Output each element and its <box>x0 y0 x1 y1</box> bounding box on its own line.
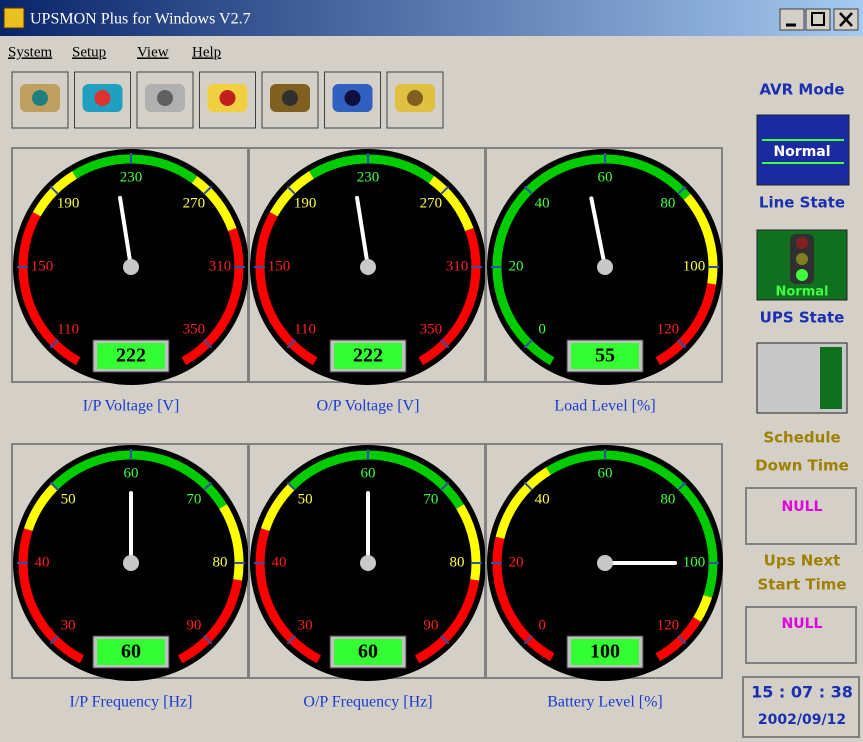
gauge-tick-label: 40 <box>535 492 550 508</box>
gauge-label: O/P Voltage [V] <box>317 398 420 415</box>
gauge-tick-label: 110 <box>57 321 79 337</box>
gauge-hub <box>123 259 139 275</box>
menu-item[interactable]: Help <box>192 44 221 60</box>
toolbar-icon <box>95 90 111 106</box>
gauge-tick-label: 270 <box>183 196 206 212</box>
gauge-label: Battery Level [%] <box>547 694 663 711</box>
status-label: NULL <box>782 616 823 632</box>
gauge-label: I/P Frequency [Hz] <box>70 694 193 711</box>
minimize-button[interactable] <box>780 9 804 30</box>
traffic-light-lamp <box>796 253 808 265</box>
gauge-tick-label: 80 <box>213 554 228 570</box>
toolbar-icon <box>407 90 423 106</box>
gauge-hub <box>360 555 376 571</box>
gauge-tick-label: 230 <box>357 169 380 185</box>
toolbar-icon <box>282 90 298 106</box>
toolbar-icon <box>220 90 236 106</box>
gauge-tick-label: 150 <box>31 258 54 274</box>
menu-item[interactable]: System <box>8 44 53 60</box>
gauge-tick-label: 50 <box>61 492 76 508</box>
gauge-tick-label: 0 <box>538 617 546 633</box>
gauge-tick-label: 100 <box>683 258 706 274</box>
gauge-tick-label: 90 <box>423 617 438 633</box>
gauge-label: O/P Frequency [Hz] <box>303 694 432 711</box>
menu-item[interactable]: View <box>137 44 169 60</box>
ups-state-icon-bar <box>820 347 842 409</box>
line-state-value: Normal <box>776 285 829 300</box>
gauge-tick-label: 190 <box>294 196 317 212</box>
window-controls[interactable] <box>780 9 858 30</box>
gauge-label: I/P Voltage [V] <box>83 398 180 415</box>
status-label: Start Time <box>757 576 846 594</box>
schedule-box <box>746 488 856 544</box>
status-label: UPS State <box>760 309 845 327</box>
gauge-tick-label: 60 <box>598 465 613 481</box>
gauge-tick-label: 80 <box>660 196 675 212</box>
window: UPSMON Plus for Windows V2.7 System Setup… <box>0 0 863 742</box>
gauge-value: 100 <box>590 641 620 663</box>
status-label: Schedule <box>763 429 840 447</box>
gauge-tick-label: 20 <box>509 554 524 570</box>
gauge-value: 55 <box>595 345 615 367</box>
window-title: UPSMON Plus for Windows V2.7 <box>30 11 251 28</box>
app-icon <box>4 8 24 28</box>
status-label: Down Time <box>755 457 849 475</box>
gauge-tick-label: 120 <box>657 321 680 337</box>
menu-item[interactable]: Setup <box>72 44 106 60</box>
gauge-tick-label: 60 <box>361 465 376 481</box>
gauge-tick-label: 190 <box>57 196 80 212</box>
gauge-tick-label: 40 <box>535 196 550 212</box>
gauge-tick-label: 80 <box>450 554 465 570</box>
gauge-tick-label: 30 <box>298 617 313 633</box>
gauge-tick-label: 40 <box>35 554 50 570</box>
traffic-light-lamp <box>796 269 808 281</box>
gauge-tick-label: 310 <box>209 258 232 274</box>
gauge-tick-label: 60 <box>124 465 139 481</box>
gauge-hub <box>123 555 139 571</box>
gauge-tick-label: 120 <box>657 617 680 633</box>
gauge-tick-label: 100 <box>683 554 706 570</box>
gauge-tick-label: 350 <box>420 321 443 337</box>
gauge-value: 222 <box>353 345 383 367</box>
status-label: Line State <box>759 194 845 212</box>
status-label: NULL <box>782 499 823 515</box>
traffic-light-lamp <box>796 237 808 249</box>
gauge-tick-label: 230 <box>120 169 143 185</box>
avr-value: Normal <box>773 144 830 160</box>
gauge-tick-label: 70 <box>423 492 438 508</box>
gauge-value: 60 <box>358 641 378 663</box>
status-panel: AVR Mode Normal Line State Normal UPS State S… <box>743 81 859 738</box>
gauge-value: 222 <box>116 345 146 367</box>
status-label: Ups Next <box>764 552 841 570</box>
gauge-label: Load Level [%] <box>554 398 655 415</box>
gauge-tick-label: 40 <box>272 554 287 570</box>
gauge-tick-label: 20 <box>509 258 524 274</box>
status-label: 2002/09/12 <box>758 712 846 728</box>
toolbar-icon <box>157 90 173 106</box>
status-label: 15 : 07 : 38 <box>751 683 853 702</box>
gauge-tick-label: 0 <box>538 321 546 337</box>
gauge-tick-label: 50 <box>298 492 313 508</box>
gauge-tick-label: 110 <box>294 321 316 337</box>
status-label: AVR Mode <box>759 81 844 99</box>
toolbar <box>12 72 443 128</box>
toolbar-icon <box>32 90 48 106</box>
gauge-tick-label: 70 <box>186 492 201 508</box>
gauge-hub <box>597 259 613 275</box>
gauge-tick-label: 90 <box>186 617 201 633</box>
gauge-tick-label: 310 <box>446 258 469 274</box>
gauge-value: 60 <box>121 641 141 663</box>
gauge-tick-label: 80 <box>660 492 675 508</box>
gauge-hub <box>597 555 613 571</box>
gauge-tick-label: 350 <box>183 321 206 337</box>
gauge-tick-label: 30 <box>61 617 76 633</box>
gauge-tick-label: 150 <box>268 258 291 274</box>
gauge-hub <box>360 259 376 275</box>
gauge-tick-label: 270 <box>420 196 443 212</box>
gauge-tick-label: 60 <box>598 169 613 185</box>
toolbar-icon <box>345 90 361 106</box>
